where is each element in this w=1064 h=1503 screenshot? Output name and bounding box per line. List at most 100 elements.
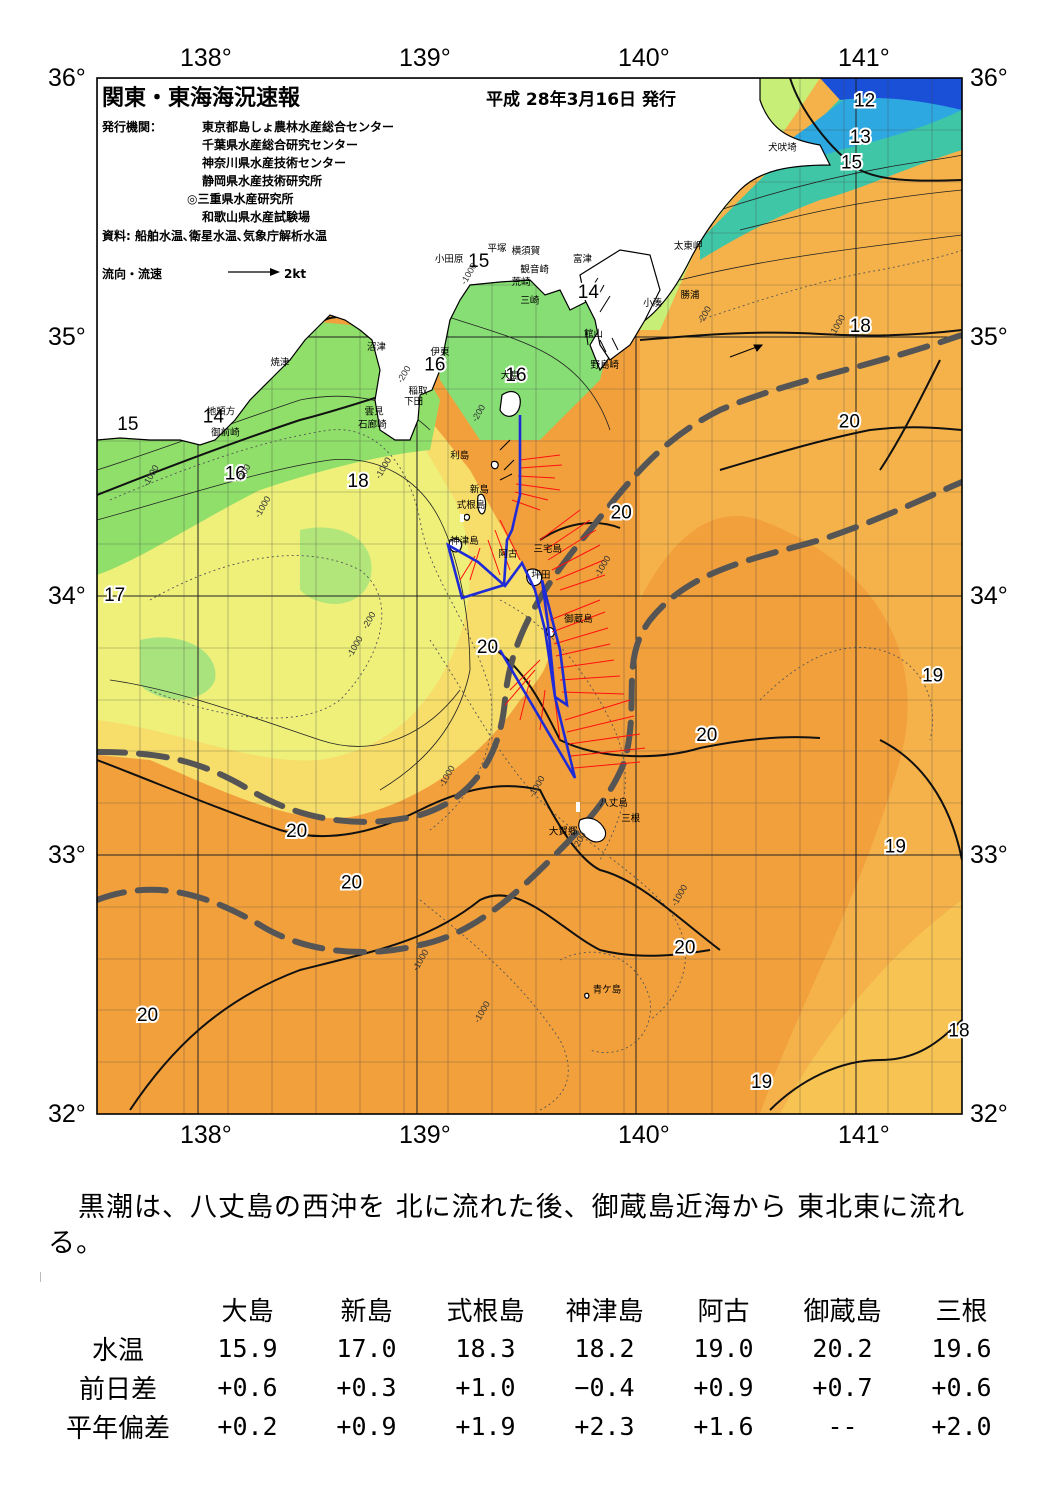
place-name: 犬吠埼 <box>768 142 797 154</box>
place-name: 館山 <box>584 328 603 340</box>
isotherm-label-halo: 19 <box>922 665 943 686</box>
place-name: 坪田 <box>531 569 550 581</box>
isotherm-20-ne2 <box>879 359 941 471</box>
table-cell: +0.6 <box>931 1373 992 1402</box>
isotherm-label: 20 <box>137 1005 158 1026</box>
lon-axis-bottom: 138° 139° 140° 141° <box>180 1121 890 1149</box>
observation-table: 大島 新島 式根島 神津島 阿古 御蔵島 三根 水温 15.9 17.0 18.… <box>48 1290 1021 1446</box>
isotherm-label: 20 <box>611 502 632 523</box>
table-cell: +0.7 <box>812 1373 873 1402</box>
table-cell: −0.4 <box>574 1373 635 1402</box>
island-markers <box>460 514 580 812</box>
place-name: 新島 <box>470 483 489 495</box>
place-name: 野島崎 <box>591 359 620 371</box>
isotherm-label-halo: 20 <box>341 873 362 894</box>
table-cell: +0.6 <box>217 1373 278 1402</box>
isotherm-label-halo: 20 <box>286 821 307 842</box>
isotherm-label: 18 <box>348 471 369 492</box>
table-cell: 17.0 <box>336 1334 397 1363</box>
lat-tick-label: 35° <box>48 323 86 351</box>
bathymetry-contours <box>109 249 962 1111</box>
station-header: 新島 <box>340 1297 393 1327</box>
place-name: 荒崎 <box>512 276 532 288</box>
place-name: 大島 <box>501 369 520 381</box>
place-name: 太東岬 <box>674 240 703 252</box>
place-name: 小湊 <box>643 297 663 309</box>
lat-tick-label: 33° <box>970 841 1008 869</box>
isotherm-label: 19 <box>751 1072 772 1093</box>
isotherm-20-east <box>539 522 621 541</box>
summary-sentence: 黒潮は、八丈島の西沖を 北に流れた後、御蔵島近海から 東北東に流れる。 <box>48 1192 966 1259</box>
isotherm-label-halo: 18 <box>948 1020 969 1041</box>
place-name: 八丈島 <box>599 797 628 809</box>
place-name: 観音崎 <box>520 263 549 275</box>
lon-axis-top: 138° 139° 140° 141° <box>180 44 890 72</box>
place-name: 三崎 <box>520 294 540 306</box>
isotherm-label: 19 <box>885 836 906 857</box>
place-name: 青ケ島 <box>593 983 622 995</box>
isotherm-label: 20 <box>286 821 307 842</box>
isotherm-label-halo: 12 <box>854 90 875 111</box>
lat-tick-label: 34° <box>48 582 86 610</box>
coastal-green-sagami <box>430 270 620 440</box>
publisher-item: 神奈川県水産技術センター <box>202 155 346 170</box>
isotherm-label: 20 <box>341 873 362 894</box>
publisher-item: 千葉県水産総合研究センター <box>202 137 358 152</box>
publisher-item: 和歌山県水産試験場 <box>201 209 310 224</box>
place-name: 御前崎 <box>211 426 240 438</box>
station-header: 式根島 <box>446 1297 525 1327</box>
isotherm-label-halo: 15 <box>468 251 489 272</box>
place-name: 小田原 <box>435 254 464 265</box>
land-boso <box>579 249 661 361</box>
place-name: 富津 <box>573 253 593 265</box>
isotherm-label: 20 <box>696 725 717 746</box>
place-name: 雲見 <box>365 407 385 418</box>
publisher-item: ◎三重県水産研究所 <box>187 191 293 206</box>
lat-axis-left: 36° 35° 34° 33° 32° <box>48 64 86 1128</box>
publisher-label: 発行機関： <box>101 119 162 134</box>
place-name: 阿古 <box>498 548 518 560</box>
place-name: 稲取 <box>409 385 429 397</box>
isotherm-label-halo: 16 <box>225 463 246 484</box>
isotherm-label: 16 <box>505 365 526 386</box>
map-header: 関東・東海海況速報 平成 28年3月16日 発行 発行機関： 東京都島しょ農林水… <box>101 85 676 281</box>
isotherm-label-halo: 19 <box>885 836 906 857</box>
isotherm-label: 12 <box>854 90 875 111</box>
station-header: 阿古 <box>697 1297 750 1327</box>
place-name: 伊東 <box>430 346 450 358</box>
place-name: 平塚 <box>487 244 507 255</box>
issue-date: 平成 28年3月16日 発行 <box>486 89 676 110</box>
table-cell: 18.2 <box>574 1334 635 1363</box>
table-cell: +1.0 <box>455 1373 516 1402</box>
lat-tick-label: 32° <box>48 1100 86 1128</box>
place-name: 沼津 <box>367 342 387 353</box>
place-name: 焼津 <box>270 356 290 368</box>
map-border <box>96 77 963 1115</box>
lat-tick-label: 32° <box>970 1100 1008 1128</box>
isotherm-label: 14 <box>578 282 600 303</box>
isotherm-label-halo: 14 <box>578 282 600 303</box>
current-legend-label: 流向・流速 <box>102 266 162 281</box>
place-name: 御蔵島 <box>564 613 593 625</box>
ship-track <box>445 415 577 779</box>
place-name: 式根島 <box>457 499 486 511</box>
isotherm-label-halo: 16 <box>505 365 526 386</box>
coastal-green-west <box>97 320 440 575</box>
table-cell: 19.6 <box>931 1334 992 1363</box>
place-name: 大賀郷 <box>549 825 578 837</box>
isotherm-label-halo: 16 <box>424 355 445 376</box>
table-header-row: 大島 新島 式根島 神津島 阿古 御蔵島 三根 <box>48 1290 1021 1329</box>
table-cell: 15.9 <box>217 1334 278 1363</box>
table-cell: +1.9 <box>455 1412 516 1441</box>
table-cell: 20.2 <box>812 1334 873 1363</box>
publisher-item: 静岡県水産技術研究所 <box>202 173 322 188</box>
map-title: 関東・東海海況速報 <box>102 85 301 111</box>
lat-tick-label: 34° <box>970 582 1008 610</box>
isotherm-label-halo: 13 <box>850 127 871 148</box>
table-cell: 19.0 <box>693 1334 754 1363</box>
isotherm-label: 14 <box>203 406 225 427</box>
sea-temperature-map: 138° 139° 140° 141° 138° 139° 140° 141° … <box>48 44 1008 1149</box>
map-frame <box>97 78 962 1114</box>
lat-tick-label: 33° <box>48 841 86 869</box>
row-label: 水温 <box>91 1336 144 1366</box>
